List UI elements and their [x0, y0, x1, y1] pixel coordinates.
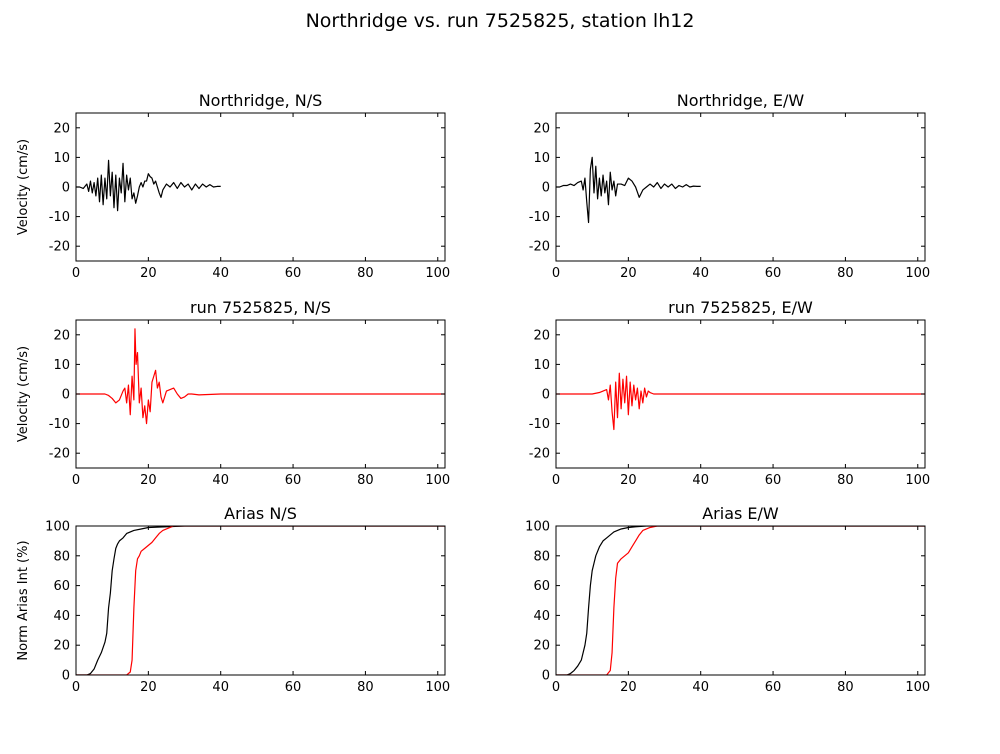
y-tick-label: 10 — [53, 358, 70, 373]
x-tick-label: 80 — [357, 473, 374, 488]
y-tick-label: 20 — [533, 121, 550, 136]
x-tick-label: 0 — [552, 473, 560, 488]
y-tick-label: 20 — [53, 639, 70, 654]
chart-title: run 7525825, N/S — [190, 298, 331, 317]
y-axis-label: Velocity (cm/s) — [16, 139, 31, 235]
x-tick-label: 100 — [905, 473, 930, 488]
chart-panel-6: 0 20 40 60 80 100 0 20 40 60 80 100 Arias E/W — [525, 504, 930, 695]
series-line-1 — [556, 156, 701, 224]
x-tick-label: 0 — [72, 266, 80, 281]
y-tick-label: 0 — [542, 669, 550, 684]
axes-frame — [555, 525, 926, 676]
x-tick-label: 0 — [552, 680, 560, 695]
x-tick-label: 40 — [212, 473, 229, 488]
chart-panel-2: 0 20 40 60 80 100 -20 -10 0 10 20 Northridge, E/W — [529, 91, 930, 281]
y-tick-label: 0 — [542, 388, 550, 403]
y-tick-label: -20 — [49, 447, 70, 462]
x-tick-label: 60 — [765, 473, 782, 488]
chart-panel-1: 0 20 40 60 80 100 -20 -10 0 10 20 Northridge, N/S Ve… — [16, 91, 450, 281]
series-line-1 — [76, 328, 445, 425]
chart-panel-5: 0 20 40 60 80 100 0 20 40 60 80 100 Arias N/S Norm Ar… — [16, 504, 450, 695]
y-axis-label: Norm Arias Int (%) — [16, 540, 31, 660]
y-tick-label: 10 — [533, 358, 550, 373]
y-tick-label: 80 — [533, 549, 550, 564]
x-tick-label: 60 — [285, 680, 302, 695]
x-tick-label: 80 — [837, 680, 854, 695]
x-tick-label: 80 — [837, 473, 854, 488]
y-tick-label: 20 — [533, 639, 550, 654]
x-tick-label: 60 — [765, 680, 782, 695]
x-tick-label: 40 — [692, 473, 709, 488]
x-tick-label: 40 — [212, 266, 229, 281]
y-tick-label: 80 — [53, 549, 70, 564]
chart-panel-3: 0 20 40 60 80 100 -20 -10 0 10 20 run 7525825, N/S V… — [16, 298, 450, 488]
figure-title: Northridge vs. run 7525825, station lh12 — [305, 10, 695, 32]
y-tick-label: 0 — [62, 388, 70, 403]
x-tick-label: 20 — [620, 680, 637, 695]
y-tick-label: 100 — [45, 520, 70, 535]
y-tick-label: 20 — [533, 328, 550, 343]
y-tick-label: 60 — [533, 579, 550, 594]
chart-panel-4: 0 20 40 60 80 100 -20 -10 0 10 20 run 7525825, E/W — [529, 298, 930, 488]
x-tick-label: 0 — [552, 266, 560, 281]
x-tick-label: 20 — [140, 473, 157, 488]
x-tick-label: 100 — [905, 680, 930, 695]
y-tick-label: 40 — [53, 609, 70, 624]
series-line-2 — [556, 526, 925, 675]
axes-frame — [75, 525, 446, 676]
y-tick-label: -10 — [529, 210, 550, 225]
x-tick-label: 40 — [692, 266, 709, 281]
y-tick-label: 0 — [62, 669, 70, 684]
x-tick-label: 0 — [72, 680, 80, 695]
x-tick-label: 60 — [285, 266, 302, 281]
chart-title: Arias E/W — [702, 504, 779, 523]
series-line-1 — [556, 526, 925, 675]
series-line-1 — [556, 372, 925, 431]
y-tick-label: 10 — [533, 151, 550, 166]
x-tick-label: 20 — [140, 266, 157, 281]
series-line-1 — [76, 526, 445, 675]
x-tick-label: 60 — [285, 473, 302, 488]
y-tick-label: -20 — [49, 240, 70, 255]
x-tick-label: 100 — [425, 680, 450, 695]
x-tick-label: 20 — [620, 266, 637, 281]
y-tick-label: 0 — [542, 181, 550, 196]
y-tick-label: 20 — [53, 121, 70, 136]
x-tick-label: 100 — [905, 266, 930, 281]
x-tick-label: 20 — [620, 473, 637, 488]
series-line-2 — [76, 526, 445, 675]
y-tick-label: -10 — [49, 210, 70, 225]
x-tick-label: 0 — [72, 473, 80, 488]
y-tick-label: 100 — [525, 520, 550, 535]
x-tick-label: 80 — [837, 266, 854, 281]
y-tick-label: 10 — [53, 151, 70, 166]
chart-title: run 7525825, E/W — [668, 298, 813, 317]
y-tick-label: -10 — [529, 417, 550, 432]
x-tick-label: 40 — [692, 680, 709, 695]
x-tick-label: 100 — [425, 266, 450, 281]
y-tick-label: -20 — [529, 447, 550, 462]
y-tick-label: 0 — [62, 181, 70, 196]
y-tick-label: -20 — [529, 240, 550, 255]
x-tick-label: 20 — [140, 680, 157, 695]
x-tick-label: 40 — [212, 680, 229, 695]
y-axis-label: Velocity (cm/s) — [16, 346, 31, 442]
y-tick-label: 60 — [53, 579, 70, 594]
x-tick-label: 80 — [357, 680, 374, 695]
chart-title: Northridge, N/S — [199, 91, 323, 110]
y-tick-label: 40 — [533, 609, 550, 624]
x-tick-label: 100 — [425, 473, 450, 488]
x-tick-label: 60 — [765, 266, 782, 281]
chart-title: Northridge, E/W — [677, 91, 805, 110]
x-tick-label: 80 — [357, 266, 374, 281]
y-tick-label: -10 — [49, 417, 70, 432]
series-line-1 — [76, 159, 221, 212]
chart-title: Arias N/S — [224, 504, 297, 523]
y-tick-label: 20 — [53, 328, 70, 343]
